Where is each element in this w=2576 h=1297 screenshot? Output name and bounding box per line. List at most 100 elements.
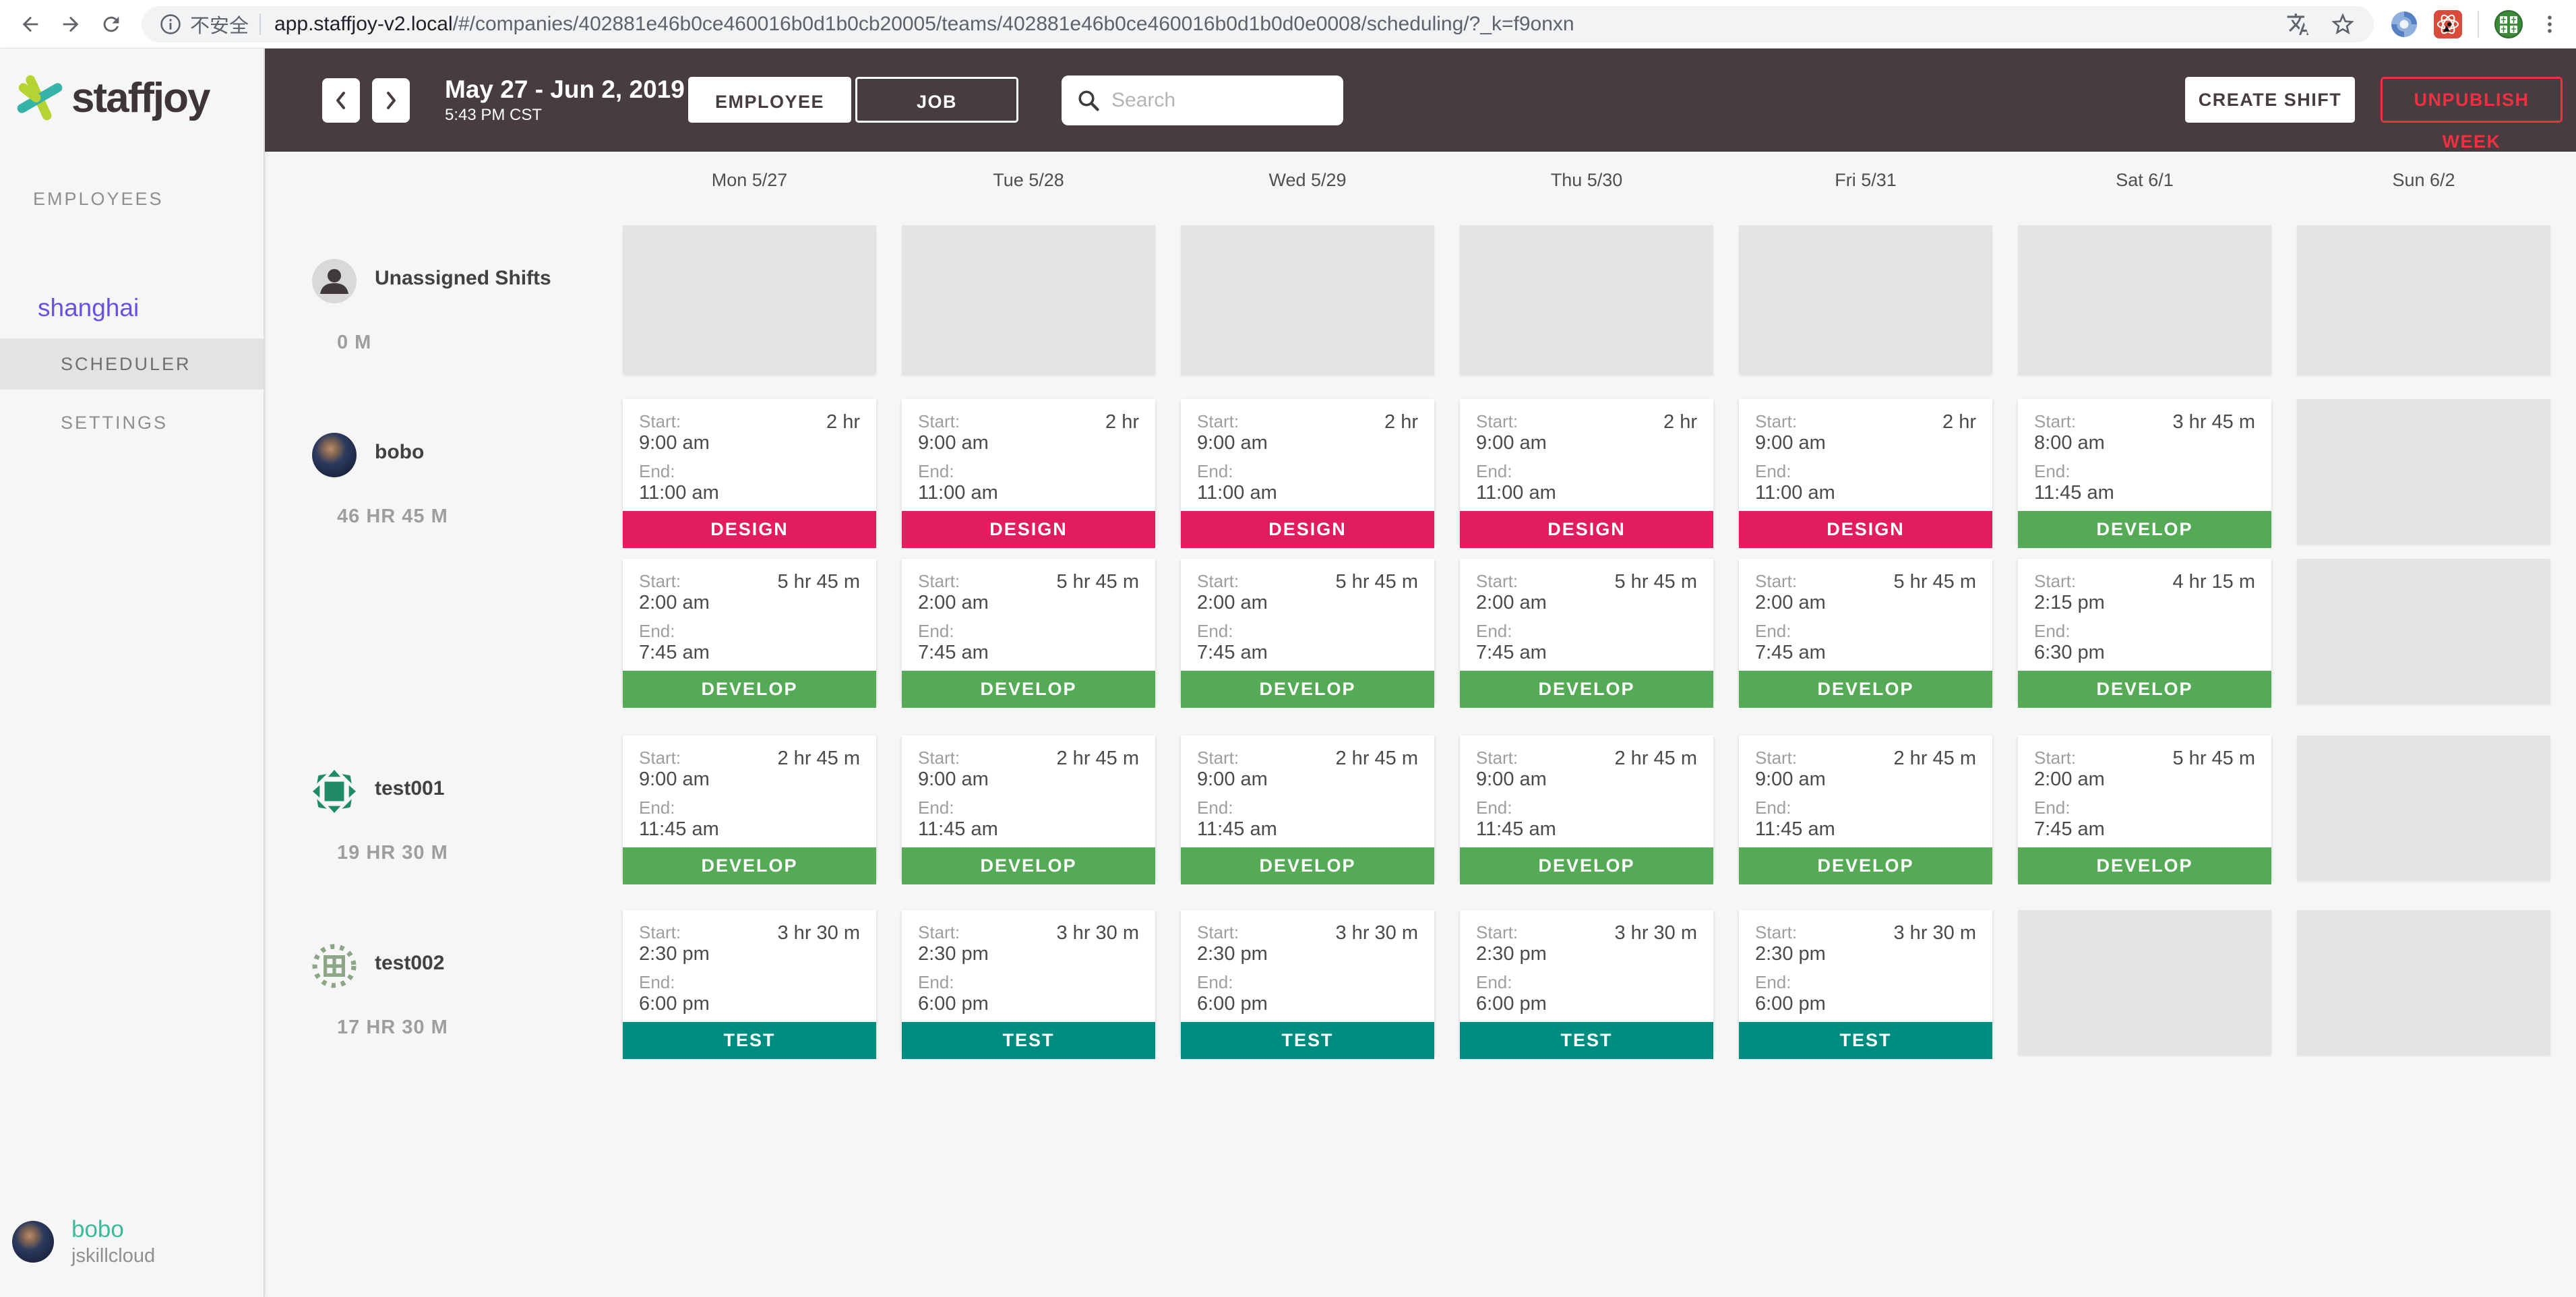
shift-card[interactable]: Start: 2:00 am End: 7:45 am 5 hr 45 m DE… (1181, 559, 1434, 708)
shift-end-label: End: (1197, 461, 1233, 481)
person-icon (320, 269, 348, 294)
empty-shift-placeholder[interactable] (2018, 225, 2271, 375)
user-avatar (12, 1221, 54, 1263)
shift-end-time: 6:30 pm (2034, 642, 2105, 663)
shift-card[interactable]: Start: 9:00 am End: 11:00 am 2 hr DESIGN (623, 399, 876, 548)
empty-shift-placeholder[interactable] (902, 225, 1155, 375)
avatar (312, 769, 357, 814)
shift-card[interactable]: Start: 9:00 am End: 11:45 am 2 hr 45 m D… (1460, 735, 1713, 884)
empty-shift-placeholder[interactable] (2297, 559, 2550, 704)
shift-end-time: 6:00 pm (1197, 993, 1268, 1015)
shift-end-time: 11:45 am (918, 818, 998, 840)
shift-start-label: Start: (1476, 571, 1519, 591)
shift-end-label: End: (639, 972, 675, 992)
shift-end-time: 7:45 am (1476, 642, 1547, 663)
url-path: /#/companies/402881e46b0ce460016b0d1b0cb… (452, 12, 1574, 35)
shift-card[interactable]: Start: 9:00 am End: 11:00 am 2 hr DESIGN (1181, 399, 1434, 548)
row-name: Unassigned Shifts (375, 267, 551, 289)
empty-shift-placeholder[interactable] (2297, 735, 2550, 880)
shift-job-label: DESIGN (623, 511, 876, 548)
back-icon[interactable] (15, 9, 46, 40)
shift-start-label: Start: (639, 748, 681, 768)
shift-card[interactable]: Start: 2:30 pm End: 6:00 pm 3 hr 30 m TE… (623, 910, 876, 1059)
shift-end-label: End: (2034, 797, 2071, 818)
shift-start-time: 2:00 am (1197, 592, 1268, 613)
search-box (1062, 76, 1343, 125)
empty-shift-placeholder[interactable] (1181, 225, 1434, 375)
shift-card[interactable]: Start: 2:15 pm End: 6:30 pm 4 hr 15 m DE… (2018, 559, 2271, 708)
unpublish-week-button[interactable]: UNPUBLISH WEEK (2381, 77, 2563, 152)
security-label[interactable]: 不安全 (190, 15, 249, 37)
sidebar-item-scheduler[interactable]: SCHEDULER (0, 338, 264, 390)
shift-end-time: 6:00 pm (918, 993, 989, 1015)
extension-blue-icon[interactable] (2390, 10, 2418, 38)
day-cell: Start: 9:00 am End: 11:00 am 2 hr DESIGN… (1181, 399, 1460, 708)
shift-duration: 2 hr 45 m (1056, 748, 1140, 769)
day-header: Sun 6/2 (2392, 170, 2455, 190)
day-cell (1739, 225, 2018, 375)
staffjoy-logo[interactable]: staffjoy (15, 73, 210, 123)
shift-start-time: 9:00 am (639, 768, 710, 790)
sidebar-item-employees[interactable]: EMPLOYEES (33, 189, 164, 209)
empty-shift-placeholder[interactable] (1739, 225, 1992, 375)
next-week-button[interactable] (372, 78, 410, 123)
shift-card[interactable]: Start: 9:00 am End: 11:00 am 2 hr DESIGN (1739, 399, 1992, 548)
shift-duration: 5 hr 45 m (2172, 748, 2256, 769)
shift-card[interactable]: Start: 2:00 am End: 7:45 am 5 hr 45 m DE… (1460, 559, 1713, 708)
empty-shift-placeholder[interactable] (2297, 399, 2550, 544)
shift-card[interactable]: Start: 9:00 am End: 11:00 am 2 hr DESIGN (1460, 399, 1713, 548)
forward-icon[interactable] (55, 9, 86, 40)
shift-card[interactable]: Start: 2:00 am End: 7:45 am 5 hr 45 m DE… (2018, 735, 2271, 884)
schedule-row: test002 17 HR 30 M Start: 2:30 pm End: 6… (265, 910, 2576, 1059)
sidebar-item-settings[interactable]: SETTINGS (61, 413, 168, 433)
shift-card[interactable]: Start: 2:00 am End: 7:45 am 5 hr 45 m DE… (902, 559, 1155, 708)
shift-card[interactable]: Start: 8:00 am End: 11:45 am 3 hr 45 m D… (2018, 399, 2271, 548)
shift-card[interactable]: Start: 9:00 am End: 11:45 am 2 hr 45 m D… (1739, 735, 1992, 884)
shift-end-label: End: (918, 461, 954, 481)
prev-week-button[interactable] (322, 78, 360, 123)
address-bar[interactable]: 不安全 app.staffjoy-v2.local/#/companies/40… (142, 5, 2374, 42)
shift-card[interactable]: Start: 2:30 pm End: 6:00 pm 3 hr 30 m TE… (1181, 910, 1434, 1059)
shift-card[interactable]: Start: 9:00 am End: 11:00 am 2 hr DESIGN (902, 399, 1155, 548)
shift-duration: 2 hr 45 m (777, 748, 861, 769)
shift-job-label: DEVELOP (1460, 671, 1713, 708)
search-input[interactable] (1111, 89, 1314, 112)
shift-card[interactable]: Start: 9:00 am End: 11:45 am 2 hr 45 m D… (623, 735, 876, 884)
shift-card[interactable]: Start: 2:30 pm End: 6:00 pm 3 hr 30 m TE… (1739, 910, 1992, 1059)
shift-duration: 4 hr 15 m (2172, 571, 2256, 593)
schedule-grid: Mon 5/27 Tue 5/28 Wed 5/29 Thu 5/30 Fri 5/31… (265, 152, 2576, 1297)
shift-card[interactable]: Start: 2:00 am End: 7:45 am 5 hr 45 m DE… (623, 559, 876, 708)
shift-start-time: 2:00 am (918, 592, 989, 613)
empty-shift-placeholder[interactable] (2297, 225, 2550, 375)
day-cell: Start: 9:00 am End: 11:45 am 2 hr 45 m D… (623, 735, 902, 884)
shift-card[interactable]: Start: 2:00 am End: 7:45 am 5 hr 45 m DE… (1739, 559, 1992, 708)
translate-icon[interactable] (2286, 11, 2312, 37)
job-toggle-button[interactable]: JOB (855, 77, 1018, 123)
user-name: bobo (71, 1215, 124, 1242)
create-shift-button[interactable]: CREATE SHIFT (2185, 77, 2355, 123)
extension-atom-icon[interactable] (2433, 9, 2463, 39)
employee-toggle-button[interactable]: EMPLOYEE (688, 77, 851, 123)
shift-start-time: 2:15 pm (2034, 592, 2105, 613)
empty-shift-placeholder[interactable] (1460, 225, 1713, 375)
extensions-separator (2478, 10, 2479, 38)
url-text[interactable]: app.staffjoy-v2.local/#/companies/402881… (274, 13, 2273, 36)
sidebar-team-name[interactable]: shanghai (38, 294, 140, 322)
day-cell: Start: 9:00 am End: 11:00 am 2 hr DESIGN… (1739, 399, 2018, 708)
empty-shift-placeholder[interactable] (2297, 910, 2550, 1055)
shift-start-time: 2:30 pm (639, 943, 710, 965)
reload-icon[interactable] (96, 9, 127, 40)
shift-end-label: End: (1755, 972, 1791, 992)
bookmark-star-icon[interactable] (2329, 11, 2356, 38)
shift-card[interactable]: Start: 9:00 am End: 11:45 am 2 hr 45 m D… (1181, 735, 1434, 884)
shift-card[interactable]: Start: 9:00 am End: 11:45 am 2 hr 45 m D… (902, 735, 1155, 884)
empty-shift-placeholder[interactable] (2018, 910, 2271, 1055)
extension-seal-icon[interactable] (2494, 9, 2523, 39)
day-cell: Start: 9:00 am End: 11:45 am 2 hr 45 m D… (1181, 735, 1460, 884)
shift-card[interactable]: Start: 2:30 pm End: 6:00 pm 3 hr 30 m TE… (902, 910, 1155, 1059)
browser-menu-icon[interactable] (2538, 13, 2561, 36)
shift-card[interactable]: Start: 2:30 pm End: 6:00 pm 3 hr 30 m TE… (1460, 910, 1713, 1059)
sidebar-user[interactable]: bobo jskillcloud (12, 1215, 155, 1268)
info-icon[interactable] (159, 13, 182, 36)
empty-shift-placeholder[interactable] (623, 225, 876, 375)
